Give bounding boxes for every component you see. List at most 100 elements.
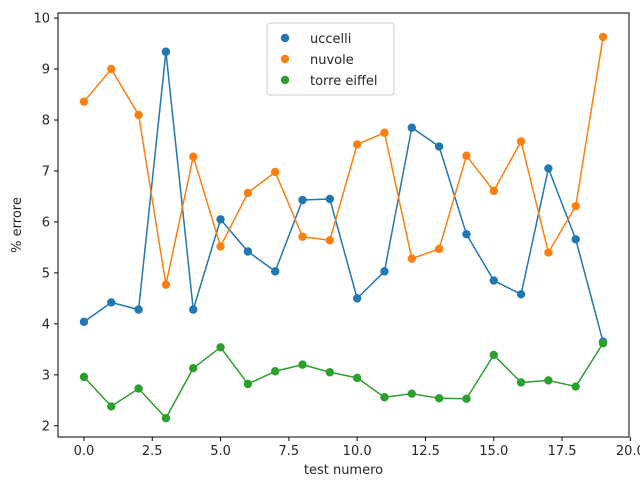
data-point-torre-eiffel: [598, 339, 608, 348]
data-point-torre-eiffel: [134, 384, 143, 393]
data-point-uccelli: [298, 195, 307, 205]
data-point-nuvole: [161, 280, 171, 289]
data-point-torre-eiffel: [270, 367, 280, 376]
data-point-uccelli: [243, 247, 253, 256]
data-point-nuvole: [544, 248, 553, 257]
legend-entry-torre-eiffel: torre eiffel: [280, 74, 378, 89]
data-point-uccelli: [107, 298, 116, 307]
data-point-torre-eiffel: [489, 350, 498, 360]
x-tick-label: 10.0: [343, 444, 372, 459]
legend-entry-uccelli: uccelli: [280, 32, 351, 47]
data-point-uccelli: [352, 294, 362, 303]
x-tick-label: 15.0: [479, 444, 508, 459]
y-tick-label: 7: [42, 164, 50, 179]
data-point-nuvole: [598, 32, 608, 42]
x-axis-ticks: 0.0 2.5 5.0 7.5 10.0 12.5 15.0 17.5 20.0: [74, 437, 640, 459]
data-point-uccelli: [489, 276, 498, 285]
series-line-nuvole: [83, 36, 604, 286]
data-point-uccelli: [434, 142, 444, 151]
data-point-uccelli: [216, 215, 225, 224]
y-tick-label: 9: [42, 63, 50, 78]
data-point-uccelli: [516, 290, 526, 299]
data-point-nuvole: [325, 236, 335, 245]
data-point-uccelli: [325, 194, 335, 204]
data-point-torre-eiffel: [243, 379, 253, 389]
data-point-nuvole: [189, 152, 198, 161]
data-point-torre-eiffel: [571, 382, 580, 391]
y-tick-label: 6: [42, 215, 50, 230]
data-point-torre-eiffel: [544, 376, 553, 385]
data-point-torre-eiffel: [107, 402, 116, 411]
data-point-nuvole: [243, 188, 253, 198]
data-point-nuvole: [352, 140, 362, 149]
data-point-torre-eiffel: [380, 393, 389, 402]
data-point-torre-eiffel: [407, 389, 417, 398]
data-point-torre-eiffel: [516, 378, 526, 387]
data-point-torre-eiffel: [79, 372, 89, 382]
y-tick-label: 3: [42, 368, 50, 383]
data-point-uccelli: [189, 305, 198, 314]
y-axis-label: % errore: [10, 197, 25, 253]
data-point-nuvole: [571, 201, 580, 211]
data-point-nuvole: [516, 137, 526, 146]
legend: uccelli nuvole torre eiffel: [266, 22, 395, 96]
x-tick-label: 12.5: [411, 444, 440, 459]
legend-label: nuvole: [310, 53, 354, 68]
x-tick-label: 5.0: [210, 444, 231, 459]
legend-marker: [280, 33, 290, 43]
y-tick-label: 2: [42, 419, 50, 434]
data-point-nuvole: [79, 97, 89, 106]
data-point-torre-eiffel: [161, 413, 171, 423]
data-point-torre-eiffel: [189, 364, 198, 373]
legend-box: [266, 22, 395, 96]
axes-layer: [57, 12, 630, 438]
data-point-nuvole: [407, 254, 417, 263]
y-tick-label: 5: [42, 266, 50, 281]
data-point-nuvole: [134, 110, 143, 120]
legend-label: uccelli: [310, 32, 351, 47]
data-point-nuvole: [298, 232, 307, 241]
x-tick-label: 17.5: [548, 444, 577, 459]
data-point-torre-eiffel: [216, 343, 225, 352]
y-axis-ticks: 2 3 4 5 6 7 8 9 10: [33, 12, 58, 434]
y-tick-label: 4: [42, 317, 50, 332]
data-point-uccelli: [79, 317, 89, 327]
x-tick-label: 7.5: [279, 444, 300, 459]
data-point-nuvole: [434, 244, 444, 254]
data-point-torre-eiffel: [352, 373, 362, 383]
data-point-torre-eiffel: [325, 368, 335, 377]
y-tick-label: 8: [42, 114, 50, 129]
data-point-uccelli: [462, 229, 471, 239]
data-point-nuvole: [462, 151, 471, 160]
data-point-nuvole: [216, 242, 225, 251]
series-nuvole: [79, 32, 608, 289]
data-point-torre-eiffel: [298, 360, 307, 369]
data-point-nuvole: [489, 186, 498, 196]
x-tick-label: 20.0: [616, 444, 640, 459]
data-point-uccelli: [161, 47, 171, 56]
y-tick-label: 10: [33, 12, 50, 27]
series-line-torre-eiffel: [83, 342, 604, 419]
data-point-uccelli: [571, 235, 580, 244]
legend-label: torre eiffel: [310, 74, 378, 89]
legend-entry-nuvole: nuvole: [280, 53, 354, 68]
data-point-torre-eiffel: [462, 394, 471, 403]
data-point-uccelli: [134, 305, 143, 314]
x-axis-label: test numero: [304, 463, 383, 478]
x-tick-label: 0.0: [74, 444, 95, 459]
legend-marker: [280, 75, 290, 85]
series-torre-eiffel: [79, 339, 608, 423]
data-point-uccelli: [270, 267, 280, 276]
data-point-uccelli: [407, 123, 417, 132]
data-point-torre-eiffel: [434, 394, 444, 403]
series-layer: [79, 32, 608, 423]
data-point-nuvole: [270, 167, 280, 177]
series-line-uccelli: [83, 50, 604, 342]
axes-frame: [57, 12, 630, 438]
legend-marker: [280, 54, 290, 64]
data-point-nuvole: [107, 64, 116, 74]
data-point-uccelli: [544, 164, 553, 173]
data-point-nuvole: [380, 128, 389, 137]
data-point-uccelli: [380, 267, 389, 276]
